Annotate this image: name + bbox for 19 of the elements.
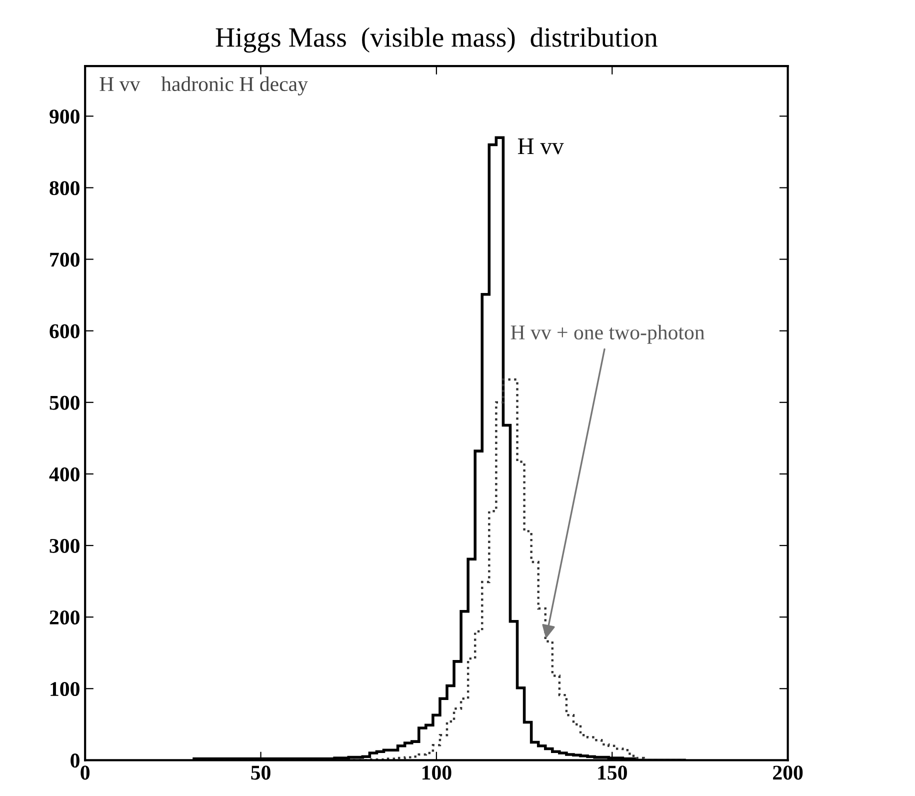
y-tick-label: 300 — [50, 538, 80, 553]
chart-title: Higgs Mass (visible mass) distribution — [216, 27, 658, 53]
y-tick-label: 900 — [50, 110, 80, 124]
y-tick-label: 0 — [70, 754, 80, 768]
y-tick-label: 400 — [49, 467, 80, 482]
series-label: H vv + one two-photon — [510, 324, 705, 344]
x-tick-label: 150 — [598, 766, 627, 780]
y-tick-label: 800 — [50, 181, 80, 196]
annotation: H vv hadronic H decay — [100, 76, 308, 96]
y-tick-label: 100 — [50, 682, 80, 696]
y-tick-label: 700 — [50, 252, 80, 267]
x-tick-label: 100 — [422, 766, 452, 780]
y-tick-label: 500 — [50, 396, 80, 410]
y-tick-label: 200 — [50, 610, 80, 624]
x-tick-label: 200 — [773, 766, 803, 780]
x-tick-label: 50 — [251, 766, 270, 780]
x-tick-label: 0 — [80, 766, 90, 780]
y-tick-label: 600 — [50, 324, 80, 338]
series-label: H vv — [518, 138, 564, 154]
